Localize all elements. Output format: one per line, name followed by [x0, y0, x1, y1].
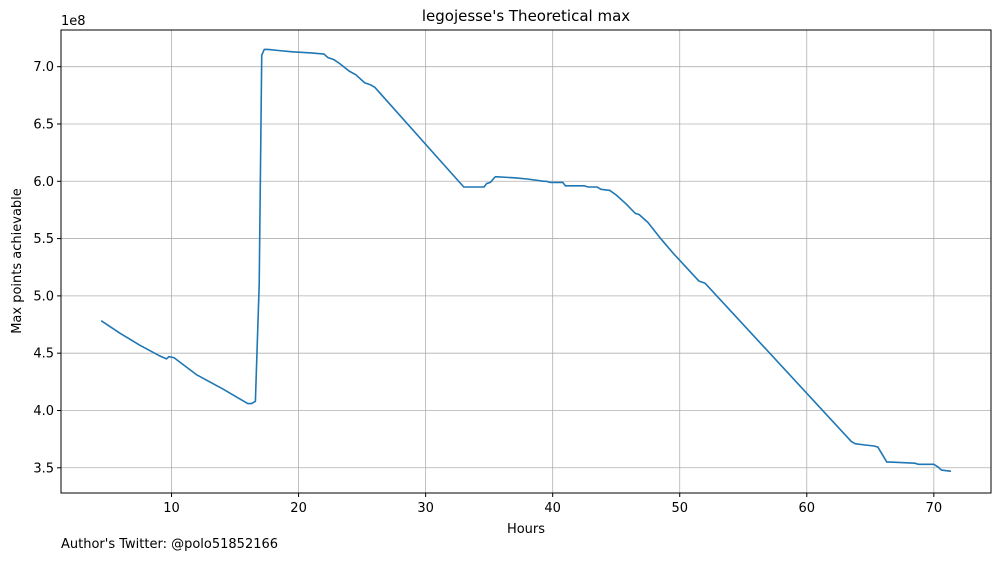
x-tick-label: 40: [544, 501, 561, 516]
y-tick-label: 7.0: [33, 60, 54, 75]
y-tick-label: 5.0: [33, 289, 54, 304]
x-tick-label: 70: [926, 501, 943, 516]
y-tick-label: 6.0: [33, 175, 54, 190]
y-tick-label: 5.5: [33, 232, 54, 247]
y-tick-label: 4.5: [33, 347, 54, 362]
y-tick-label: 3.5: [33, 461, 54, 476]
plot-frame: [60, 29, 992, 494]
y-axis-multiplier: 1e8: [61, 14, 86, 29]
x-tick-label: 10: [163, 501, 180, 516]
plot-background: [61, 30, 991, 493]
x-tick-label: 50: [671, 501, 688, 516]
series-group: [100, 48, 952, 473]
grid-lines: [61, 30, 991, 493]
y-axis-label: Max points achievable: [10, 188, 25, 334]
x-axis-label: Hours: [507, 522, 545, 537]
x-tick-label: 20: [290, 501, 307, 516]
chart-title: legojesse's Theoretical max: [422, 7, 630, 25]
y-tick-label: 6.5: [33, 117, 54, 132]
y-tick-label: 4.0: [33, 404, 54, 419]
x-tick-label: 30: [417, 501, 434, 516]
author-footnote: Author's Twitter: @polo51852166: [61, 537, 279, 552]
axis-ticks: 10 20 30 40 50 60 70 3.5 4.0 4.5 5.0 5.5 6.0 6.5 7.0: [33, 60, 942, 516]
x-tick-label: 60: [799, 501, 816, 516]
series-line-0: [100, 48, 952, 473]
